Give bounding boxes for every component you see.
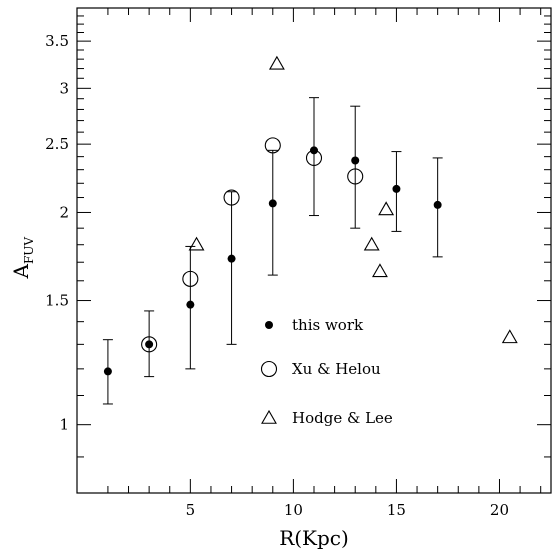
data-point bbox=[103, 367, 112, 376]
x-tick-label: 20 bbox=[490, 501, 509, 519]
y-axis-title: AFUV bbox=[9, 237, 36, 280]
data-point bbox=[372, 263, 388, 278]
data-point bbox=[268, 55, 285, 70]
data-point bbox=[227, 254, 236, 263]
data-point bbox=[363, 236, 380, 251]
data-point bbox=[378, 201, 395, 216]
data-point bbox=[186, 300, 195, 309]
legend: this work Xu & Helou Hodge & Lee bbox=[260, 316, 393, 427]
x-tick-label: 15 bbox=[387, 501, 406, 519]
data-point bbox=[182, 270, 199, 287]
legend-marker bbox=[261, 409, 277, 424]
y-axis-title-main: A bbox=[9, 264, 33, 280]
data-point bbox=[347, 168, 364, 185]
data-point bbox=[392, 184, 401, 193]
x-tick-label: 10 bbox=[284, 501, 303, 519]
x-axis-title: R(Kpc) bbox=[279, 526, 349, 550]
y-axis-title-subscript: FUV bbox=[22, 237, 36, 264]
legend-marker bbox=[260, 360, 278, 378]
axis-tick-labels: 5 10 15 20 1 1.5 2 2.5 3 3.5 bbox=[45, 32, 509, 519]
data-point bbox=[223, 189, 240, 206]
data-point bbox=[310, 146, 318, 155]
data-point bbox=[145, 340, 154, 349]
legend-marker bbox=[265, 321, 273, 329]
data-point bbox=[433, 200, 442, 209]
y-tick-label: 3.5 bbox=[45, 32, 69, 50]
data-point bbox=[141, 336, 158, 353]
data-point bbox=[188, 236, 205, 251]
y-tick-label: 1 bbox=[59, 416, 69, 434]
y-tick-label: 1.5 bbox=[45, 292, 69, 310]
y-tick-label: 2.5 bbox=[45, 135, 69, 153]
y-tick-label: 2 bbox=[59, 203, 69, 221]
data-point bbox=[501, 329, 518, 344]
error-bars bbox=[102, 97, 443, 405]
y-tick-label: 3 bbox=[59, 79, 69, 97]
legend-label: Hodge & Lee bbox=[292, 409, 393, 427]
data-point bbox=[351, 156, 360, 165]
x-tick-label: 5 bbox=[186, 501, 196, 519]
data-point bbox=[268, 199, 277, 208]
data-point bbox=[264, 137, 281, 154]
legend-label: this work bbox=[292, 316, 364, 334]
data-points bbox=[103, 55, 518, 376]
legend-label: Xu & Helou bbox=[292, 360, 381, 378]
axis-ticks bbox=[77, 8, 551, 493]
